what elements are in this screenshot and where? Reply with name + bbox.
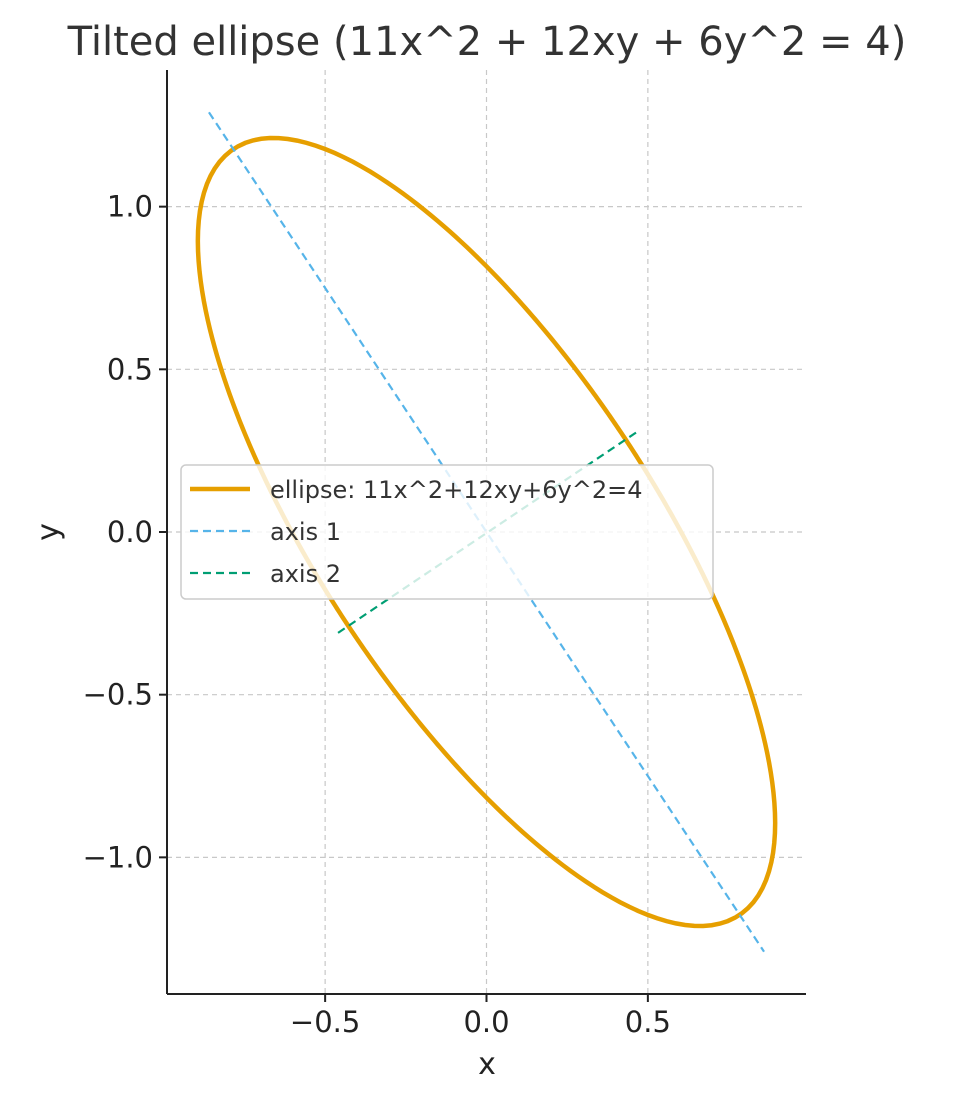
axis-1-line — [208, 111, 765, 953]
y-axis-label: y — [31, 523, 66, 541]
legend-box — [180, 464, 714, 600]
y-tick-label-2: 0.0 — [107, 515, 153, 549]
legend-label-axis-2: axis 2 — [270, 560, 341, 588]
legend-label-ellipse: ellipse: 11x^2+12xy+6y^2=4 — [270, 476, 643, 504]
legend: ellipse: 11x^2+12xy+6y^2=4 axis 1 axis 2 — [180, 464, 714, 600]
x-tick-label-0: −0.5 — [290, 1005, 360, 1039]
x-tick-label-1: 0.0 — [463, 1005, 509, 1039]
y-tick-label-3: −0.5 — [83, 678, 153, 712]
ticks: −0.5 0.0 0.5 1.0 0.5 0.0 −0.5 −1.0 — [83, 190, 671, 1039]
x-axis-label: x — [478, 1047, 496, 1082]
x-tick-label-2: 0.5 — [625, 1005, 671, 1039]
y-tick-label-1: 0.5 — [107, 352, 153, 386]
y-tick-label-0: 1.0 — [107, 190, 153, 224]
chart-title: Tilted ellipse (11x^2 + 12xy + 6y^2 = 4) — [67, 19, 907, 65]
legend-label-axis-1: axis 1 — [270, 518, 341, 546]
y-tick-label-4: −1.0 — [83, 840, 153, 874]
